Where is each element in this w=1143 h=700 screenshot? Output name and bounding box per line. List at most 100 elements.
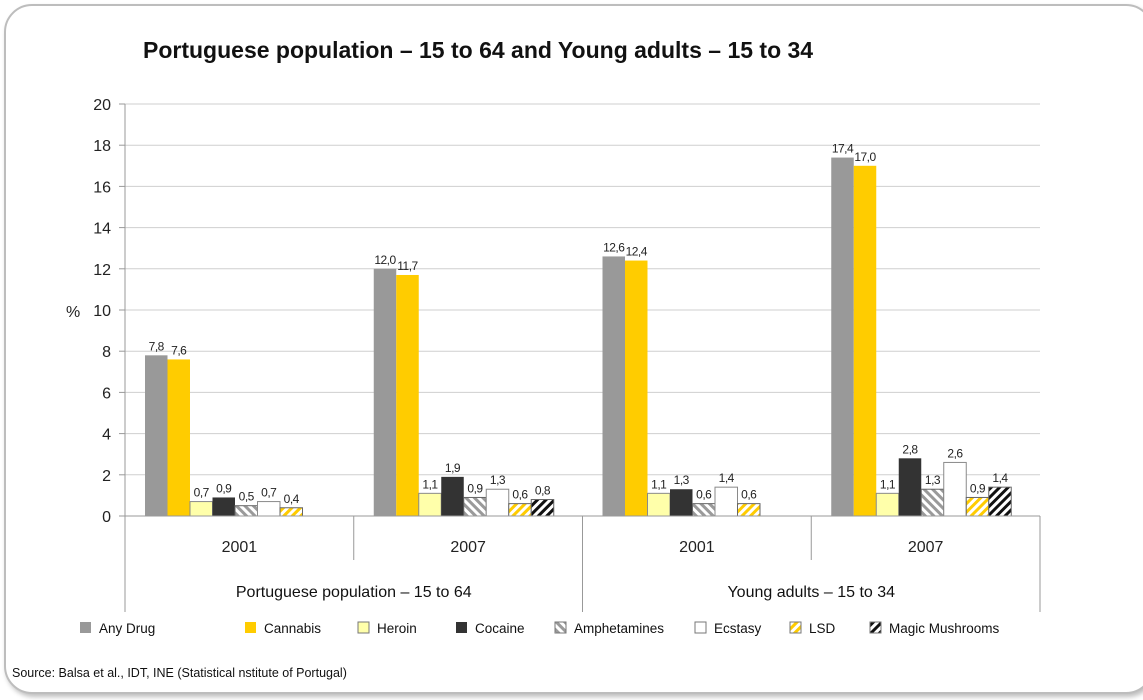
data-labels: 7,8 12,0 12,6 17,4 7,6 11,7 12,4 17,0 0,7 1,1 1,1 1… xyxy=(149,142,1009,506)
y-tick-label: 6 xyxy=(102,385,111,402)
bar xyxy=(989,487,1012,516)
legend-swatch xyxy=(695,622,706,633)
legend-label: Cocaine xyxy=(475,621,525,636)
bar xyxy=(396,275,419,516)
data-label: 0,9 xyxy=(216,481,232,495)
bar xyxy=(213,497,236,516)
y-axis: 0 2 4 6 8 10 12 14 16 18 20 xyxy=(93,97,125,526)
y-tick-label: 10 xyxy=(93,303,111,320)
legend-swatch xyxy=(358,622,369,633)
y-axis-label: % xyxy=(66,304,80,321)
data-label: 0,8 xyxy=(535,484,551,498)
data-label: 1,4 xyxy=(719,471,735,485)
data-label: 0,9 xyxy=(970,481,986,495)
data-label: 17,0 xyxy=(854,150,876,164)
data-label: 2,8 xyxy=(902,442,918,456)
bar xyxy=(966,497,989,516)
bar xyxy=(603,256,626,516)
legend-swatch xyxy=(80,622,91,633)
x-tick-label: 2007 xyxy=(908,539,944,556)
data-label: 0,4 xyxy=(284,492,300,506)
bar xyxy=(854,166,877,516)
data-label: 1,3 xyxy=(490,473,506,487)
legend-label: Heroin xyxy=(377,621,417,636)
bar xyxy=(625,261,648,516)
bar xyxy=(168,359,191,516)
legend-label: Magic Mushrooms xyxy=(889,621,1000,636)
x-tick-label: 2001 xyxy=(679,539,715,556)
y-tick-label: 14 xyxy=(93,221,111,238)
bar xyxy=(531,500,554,516)
data-label: 2,6 xyxy=(947,446,963,460)
bar xyxy=(648,493,671,516)
legend-swatch xyxy=(456,622,467,633)
bar xyxy=(145,355,168,516)
legend-swatch xyxy=(790,622,801,633)
legend-swatch xyxy=(245,622,256,633)
bar xyxy=(190,502,213,516)
x-group-label: Young adults – 15 to 34 xyxy=(727,584,895,601)
data-label: 1,1 xyxy=(651,477,667,491)
data-label: 1,4 xyxy=(992,471,1008,485)
data-label: 0,7 xyxy=(194,486,210,500)
bar xyxy=(374,269,397,516)
data-label: 12,4 xyxy=(626,245,648,259)
bar xyxy=(509,504,532,516)
legend-label: LSD xyxy=(809,621,836,636)
x-tick-label: 2007 xyxy=(450,539,486,556)
data-label: 0,7 xyxy=(261,486,277,500)
data-label: 0,9 xyxy=(467,481,483,495)
data-label: 0,6 xyxy=(512,488,528,502)
data-label: 0,6 xyxy=(741,488,757,502)
data-label: 11,7 xyxy=(397,259,418,273)
bar xyxy=(831,158,854,516)
data-label: 7,8 xyxy=(149,339,165,353)
bar xyxy=(715,487,738,516)
legend-label: Ecstasy xyxy=(714,621,762,636)
y-tick-label: 2 xyxy=(102,468,111,485)
x-tick-label: 2001 xyxy=(222,539,258,556)
bar xyxy=(876,493,899,516)
bar xyxy=(235,506,258,516)
data-label: 12,0 xyxy=(374,253,396,267)
y-tick-label: 0 xyxy=(102,509,111,526)
source-note: Source: Balsa et al., IDT, INE (Statisti… xyxy=(12,666,347,680)
data-label: 12,6 xyxy=(603,240,625,254)
y-tick-label: 20 xyxy=(93,97,111,114)
data-label: 0,6 xyxy=(696,488,712,502)
bars xyxy=(145,158,1011,516)
data-label: 1,1 xyxy=(422,477,438,491)
bar xyxy=(258,502,281,516)
bar xyxy=(280,508,303,516)
y-tick-label: 4 xyxy=(102,427,111,444)
x-group-label: Portuguese population – 15 to 64 xyxy=(236,584,472,601)
data-label: 17,4 xyxy=(832,142,854,156)
bar xyxy=(464,497,487,516)
data-label: 7,6 xyxy=(171,343,187,357)
y-tick-label: 18 xyxy=(93,138,111,155)
legend-swatch xyxy=(870,622,881,633)
bar xyxy=(670,489,693,516)
legend-label: Cannabis xyxy=(264,621,321,636)
bar xyxy=(441,477,464,516)
bar xyxy=(693,504,716,516)
y-tick-label: 16 xyxy=(93,179,111,196)
data-label: 1,1 xyxy=(880,477,896,491)
bar xyxy=(944,462,967,516)
y-tick-label: 12 xyxy=(93,262,111,279)
bar xyxy=(419,493,442,516)
data-label: 0,5 xyxy=(239,490,255,504)
data-label: 1,3 xyxy=(674,473,690,487)
legend-swatch xyxy=(555,622,566,633)
bar xyxy=(921,489,944,516)
bar xyxy=(486,489,509,516)
legend-label: Amphetamines xyxy=(574,621,664,636)
bar xyxy=(738,504,761,516)
legend: Any Drug Cannabis Heroin Cocaine Amphetamine… xyxy=(80,621,1000,636)
legend-label: Any Drug xyxy=(99,621,155,636)
data-label: 1,3 xyxy=(925,473,941,487)
bar xyxy=(899,458,922,516)
y-tick-label: 8 xyxy=(102,344,111,361)
x-axis: 2001 2007 2001 2007 Portuguese population – … xyxy=(125,516,1040,612)
